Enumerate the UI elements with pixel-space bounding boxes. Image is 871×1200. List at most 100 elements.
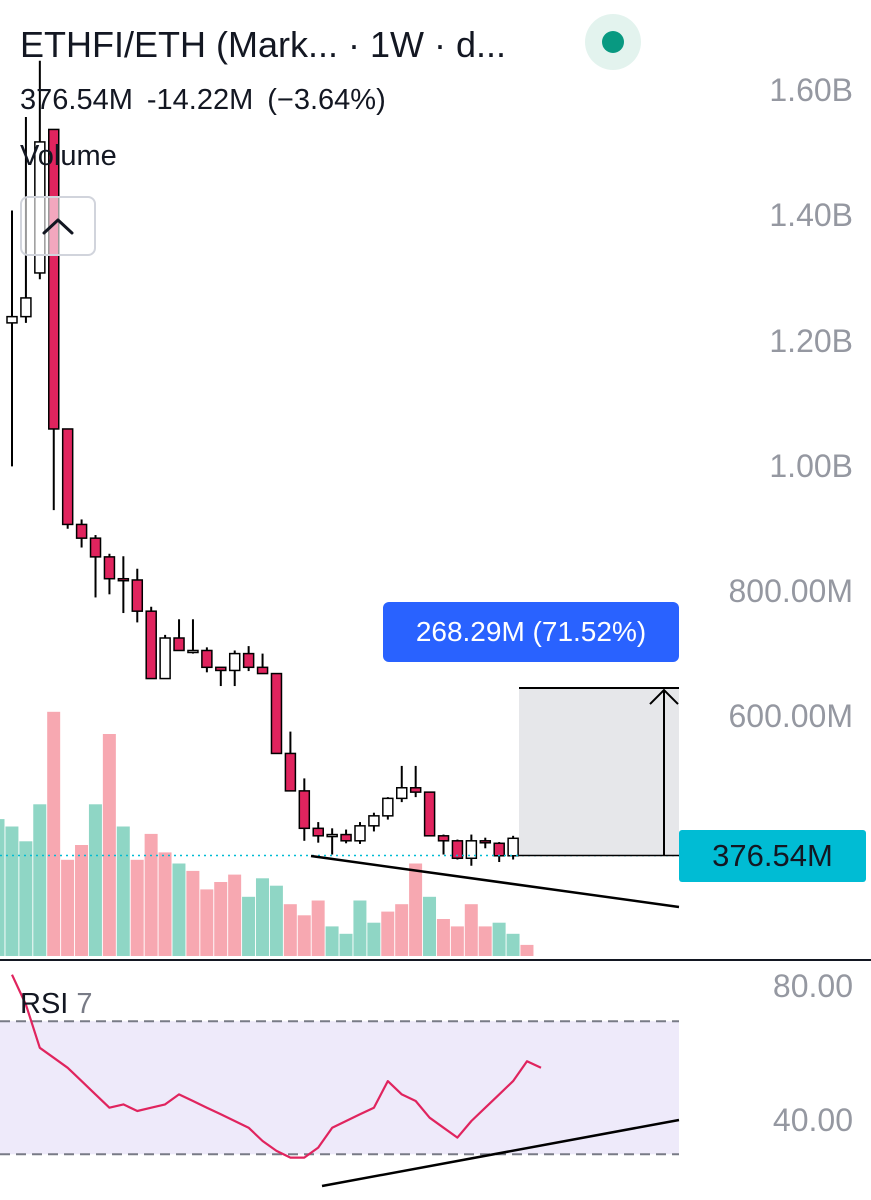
price-axis-tick: 1.00B: [769, 448, 853, 484]
candlesticks: [6, 60, 533, 866]
volume-bar: [75, 845, 89, 956]
price-change: -14.22M: [146, 84, 254, 116]
support-trendline: [310, 854, 680, 909]
candle-body: [326, 833, 338, 838]
volume-bar: [47, 711, 61, 956]
candle-body: [382, 797, 394, 817]
measure-arrow-head-icon: [649, 688, 679, 705]
volume-bar: [158, 852, 172, 956]
candle-body: [20, 297, 32, 318]
volume-bar: [88, 804, 102, 956]
volume-bar: [506, 933, 520, 956]
volume-bar: [423, 896, 437, 956]
candle-body: [6, 315, 18, 324]
volume-bar: [353, 900, 367, 956]
rsi-name: RSI: [20, 988, 69, 1020]
volume-label: Volume: [20, 140, 117, 172]
collapse-legend-button[interactable]: [20, 196, 96, 256]
volume-bar: [33, 804, 47, 956]
rsi-line: [11, 974, 542, 1159]
volume-bar: [436, 919, 450, 956]
candle-body: [173, 637, 185, 652]
candle-body: [354, 825, 366, 842]
candle-body: [145, 610, 157, 680]
candle-body: [103, 556, 116, 580]
candle-body: [215, 666, 227, 672]
volume-bar: [520, 944, 534, 956]
candle-body: [159, 637, 171, 680]
candle-body: [75, 523, 88, 539]
rsi-divergence-trendline: [321, 1118, 680, 1188]
candle-body: [270, 672, 283, 755]
volume-bar: [464, 904, 478, 956]
price-change-percent: (−3.64%): [267, 84, 386, 116]
volume-bar: [5, 826, 19, 956]
volume-bar: [61, 859, 75, 956]
candle-body: [507, 837, 519, 857]
volume-bar: [478, 926, 492, 956]
price-stats: 376.54M -14.22M (−3.64%): [20, 84, 400, 117]
candle-body: [451, 840, 464, 860]
price-axis-tick: 1.60B: [769, 72, 853, 108]
volume-bar: [130, 859, 144, 956]
volume-bar: [409, 863, 423, 956]
candle-body: [89, 537, 102, 558]
volume-bar: [172, 863, 186, 956]
volume-bar: [186, 870, 200, 956]
volume-bar: [339, 933, 353, 956]
price-axis-tick: 600.00M: [728, 698, 853, 734]
candle-body: [312, 827, 324, 837]
market-open-dot-icon: [602, 31, 624, 53]
volume-bar: [19, 841, 33, 956]
measure-range-box: [519, 688, 679, 856]
volume-bar: [297, 915, 311, 956]
candle-body: [409, 787, 422, 793]
chevron-up-icon: [42, 218, 74, 235]
rsi-indicator-label[interactable]: RSI 7: [20, 988, 92, 1021]
volume-bar: [450, 926, 464, 956]
volume-bar: [283, 904, 297, 956]
candle-body: [228, 652, 241, 672]
candle-body: [396, 787, 408, 800]
volume-bar: [200, 889, 214, 956]
rsi-band: [0, 1021, 679, 1155]
candle-body: [368, 815, 380, 827]
rsi-axis-tick: 80.00: [772, 968, 853, 1004]
volume-bar: [269, 885, 283, 956]
volume-bar: [381, 911, 395, 956]
last-price-tag: 376.54M: [679, 830, 866, 882]
candle-body: [48, 128, 60, 430]
volume-bar: [242, 896, 256, 956]
candle-body: [340, 833, 352, 842]
volume-bar: [144, 833, 158, 956]
volume-bar: [0, 819, 5, 956]
volume-bar: [367, 922, 381, 956]
candle-body: [437, 835, 450, 842]
volume-bar: [228, 874, 242, 956]
candle-body: [131, 579, 144, 612]
candle-body: [187, 649, 199, 654]
volume-bar: [255, 878, 269, 956]
drawings: [0, 687, 871, 961]
candle-body: [493, 842, 505, 857]
volume-bar: [492, 922, 506, 956]
volume-bar: [395, 904, 409, 956]
candle-body: [61, 428, 74, 526]
current-price: 376.54M: [20, 84, 133, 116]
symbol-title[interactable]: ETHFI/ETH (Mark... · 1W · d...: [20, 24, 506, 65]
market-status-indicator[interactable]: [585, 14, 641, 70]
price-axis-tick: 800.00M: [728, 573, 853, 609]
rsi-length: 7: [76, 988, 93, 1020]
volume-bars: [0, 711, 534, 956]
price-axis-tick: 1.20B: [769, 323, 853, 359]
candle-body: [465, 840, 478, 860]
candle-body: [117, 577, 130, 582]
candle-body: [479, 840, 492, 844]
rsi-pane: [0, 974, 680, 1188]
candle-body: [423, 791, 436, 837]
price-range-measure-label[interactable]: 268.29M (71.52%): [383, 602, 679, 662]
rsi-axis-tick: 40.00: [772, 1102, 853, 1138]
volume-bar: [311, 900, 325, 956]
price-axis-tick: 1.40B: [769, 197, 853, 233]
